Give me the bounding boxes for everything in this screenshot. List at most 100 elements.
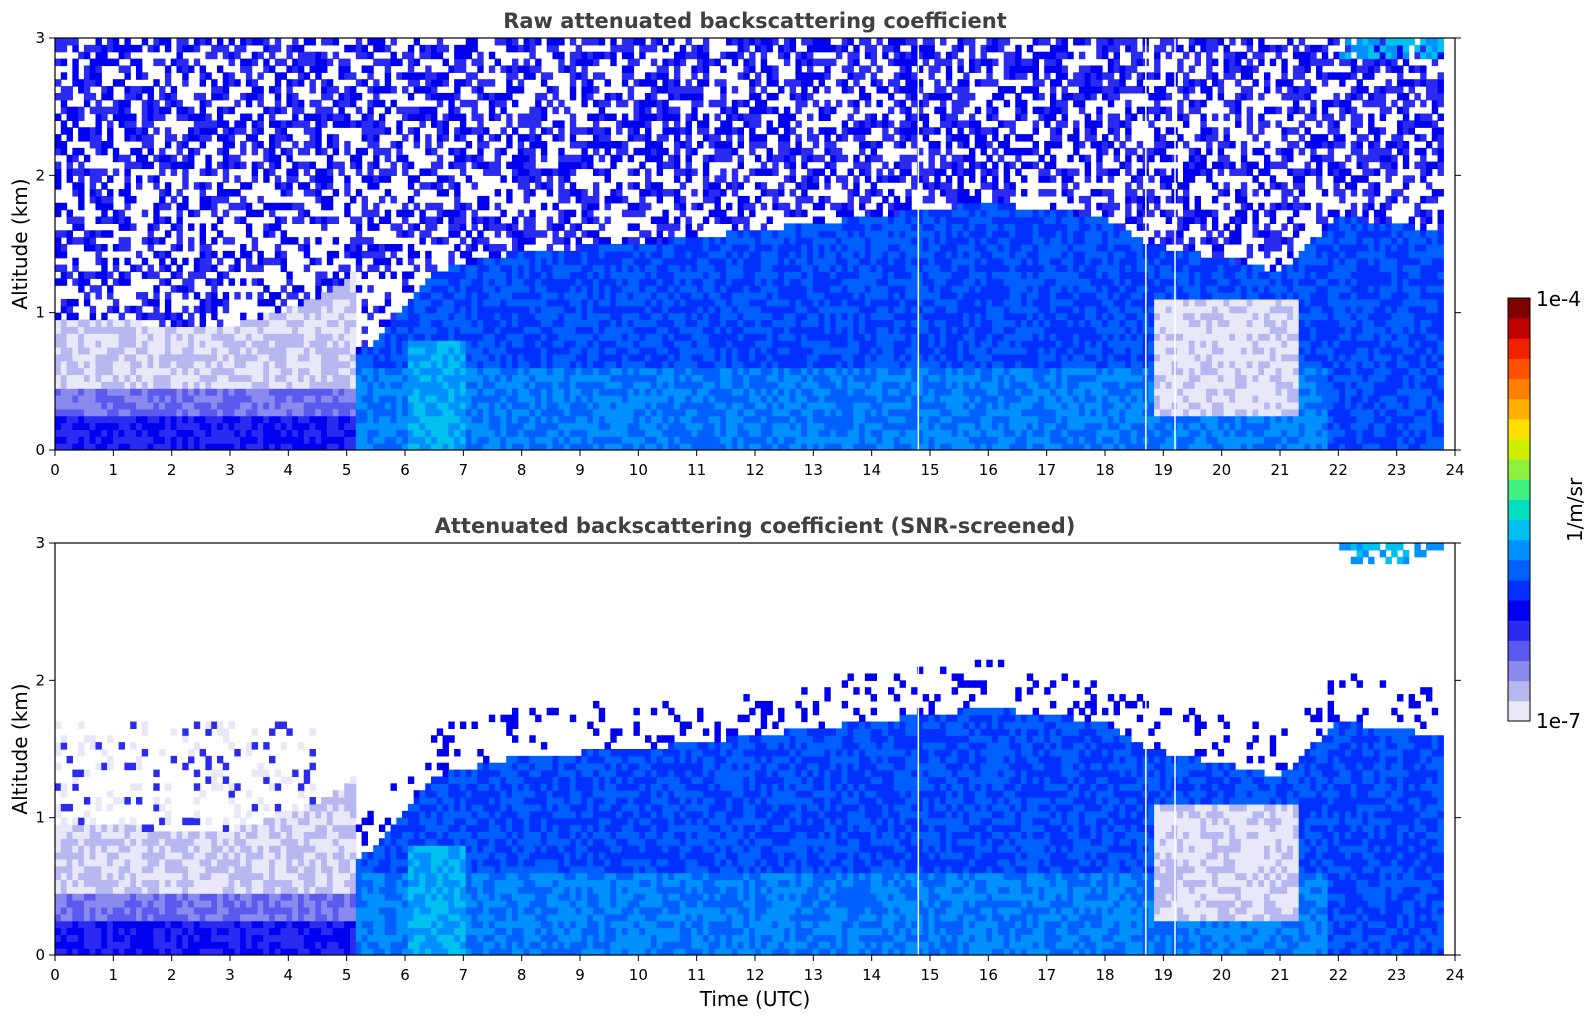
heatmap-cell <box>315 333 322 341</box>
heatmap-cell <box>274 244 282 252</box>
heatmap-cell <box>124 278 131 286</box>
heatmap-cell <box>390 415 397 424</box>
heatmap-cell <box>257 415 264 424</box>
heatmap-cell <box>668 305 675 314</box>
heatmap-cell <box>598 298 606 307</box>
heatmap-cell <box>471 161 478 170</box>
heatmap-cell <box>529 360 536 369</box>
heatmap-cell <box>488 367 496 376</box>
heatmap-cell <box>419 436 426 444</box>
heatmap-cell <box>656 182 663 190</box>
heatmap-cell <box>494 271 502 279</box>
heatmap-cell <box>587 305 594 314</box>
heatmap-cell <box>407 312 415 321</box>
heatmap-cell <box>650 292 658 300</box>
heatmap-cell <box>176 436 183 444</box>
heatmap-cell <box>66 86 73 94</box>
heatmap-cell <box>506 292 513 300</box>
heatmap-cell <box>431 305 438 314</box>
heatmap-cell <box>419 401 426 410</box>
heatmap-cell <box>182 161 189 170</box>
heatmap-cell <box>216 65 224 73</box>
heatmap-cell <box>697 333 704 341</box>
heatmap-cell <box>112 154 120 163</box>
heatmap-cell <box>95 250 102 259</box>
heatmap-cell <box>222 305 230 314</box>
heatmap-cell <box>176 285 183 293</box>
heatmap-cell <box>350 92 357 101</box>
heatmap-cell <box>535 312 542 321</box>
heatmap-cell <box>691 285 698 293</box>
heatmap-cell <box>575 388 583 396</box>
heatmap-cell <box>141 38 149 46</box>
heatmap-cell <box>378 120 386 128</box>
heatmap-cell <box>205 154 212 163</box>
heatmap-cell <box>465 298 473 307</box>
heatmap-cell <box>471 113 478 121</box>
heatmap-cell <box>338 408 345 417</box>
heatmap-cell <box>431 51 438 60</box>
heatmap-cell <box>540 154 548 163</box>
heatmap-cell <box>494 189 502 197</box>
heatmap-cell <box>592 443 600 450</box>
heatmap-cell <box>286 237 293 245</box>
heatmap-cell <box>564 443 571 450</box>
heatmap-cell <box>448 381 455 389</box>
heatmap-cell <box>465 415 473 424</box>
heatmap-cell <box>55 175 62 183</box>
heatmap-cell <box>436 92 444 101</box>
heatmap-cell <box>558 120 565 128</box>
heatmap-cell <box>708 99 716 108</box>
heatmap-cell <box>344 388 351 396</box>
heatmap-cell <box>72 360 79 369</box>
heatmap-cell <box>355 395 363 403</box>
heatmap-cell <box>650 347 658 355</box>
heatmap-cell <box>517 408 525 417</box>
heatmap-cell <box>465 38 473 46</box>
heatmap-cell <box>431 388 438 396</box>
heatmap-cell <box>477 127 484 135</box>
heatmap-cell <box>517 360 525 369</box>
heatmap-cell <box>222 333 230 341</box>
heatmap-cell <box>731 381 739 389</box>
heatmap-cell <box>396 347 403 355</box>
heatmap-cell <box>448 353 455 362</box>
heatmap-cell <box>720 271 727 279</box>
heatmap-cell <box>517 395 525 403</box>
heatmap-cell <box>211 51 218 60</box>
heatmap-cell <box>604 292 611 300</box>
heatmap-cell <box>506 250 513 259</box>
heatmap-cell <box>55 161 62 170</box>
heatmap-cell <box>367 388 374 396</box>
heatmap-cell <box>101 209 108 218</box>
heatmap-cell <box>176 381 183 389</box>
heatmap-cell <box>228 388 235 396</box>
heatmap-cell <box>205 388 212 396</box>
heatmap-cell <box>159 326 166 334</box>
heatmap-cell <box>286 395 293 403</box>
heatmap-cell <box>83 86 91 94</box>
heatmap-cell <box>506 79 513 87</box>
heatmap-cell <box>621 79 629 87</box>
heatmap-cell <box>350 347 357 355</box>
heatmap-cell <box>535 271 542 279</box>
heatmap-cell <box>529 388 536 396</box>
heatmap-cell <box>407 209 415 218</box>
heatmap-cell <box>569 92 577 101</box>
heatmap-cell <box>338 374 345 382</box>
heatmap-cell <box>616 44 623 53</box>
heatmap-cell <box>251 86 259 94</box>
heatmap-cell <box>55 388 62 396</box>
heatmap-cell <box>274 305 282 314</box>
heatmap-cell <box>390 429 397 437</box>
heatmap-cell <box>147 436 154 444</box>
heatmap-cell <box>66 209 73 218</box>
heatmap-cell <box>454 44 461 53</box>
heatmap-cell <box>118 209 126 218</box>
heatmap-cell <box>326 106 334 115</box>
heatmap-cell <box>610 278 617 286</box>
heatmap-cell <box>89 230 97 238</box>
heatmap-cell <box>604 113 611 121</box>
heatmap-cell <box>159 237 166 245</box>
heatmap-cell <box>691 147 698 156</box>
